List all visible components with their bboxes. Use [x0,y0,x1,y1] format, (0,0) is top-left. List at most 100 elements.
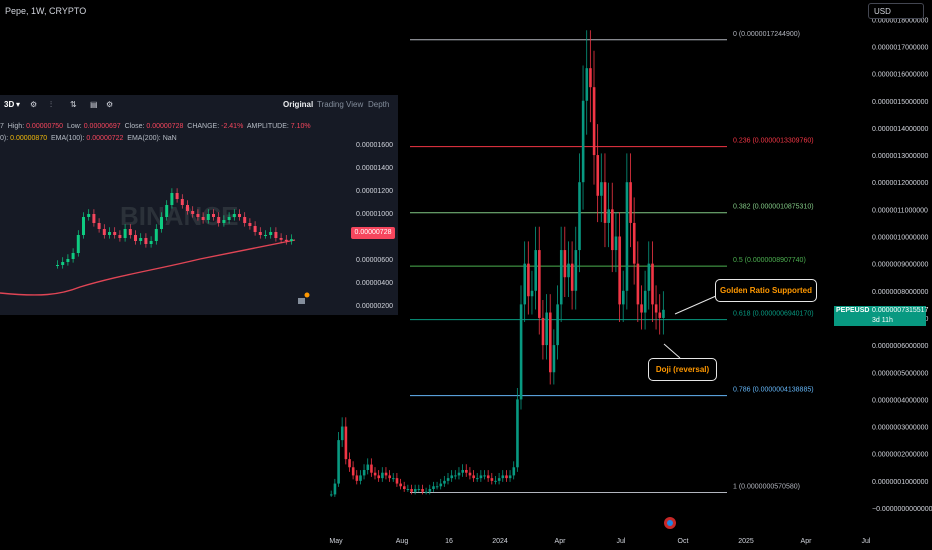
inset-candle-body [279,238,283,240]
candle-body [377,475,381,479]
candle-body [567,263,570,278]
ema-readout: 0): 0.00000870 EMA(100): 0.00000722 EMA(… [0,135,177,142]
interval-select[interactable]: 3D [4,100,15,109]
inset-candle-body [97,223,101,229]
candle-body [636,263,640,305]
chart-type-icon[interactable]: ⫶ [50,100,52,109]
candle-body [392,478,395,480]
golden-callout-arrow [674,295,717,315]
inset-candle-body [102,229,106,235]
inset-candle-body [154,229,158,241]
candle-body [373,472,377,476]
y-tick-label: 0.0000009000000 [872,262,929,269]
candle-body [421,488,424,492]
compare-icon[interactable]: ⇅ [70,100,77,109]
chart-title: Pepe, 1W, CRYPTO [5,6,87,16]
candle-body [417,488,421,490]
fib-label-0.236: 0.236 (0.0000013309760) [733,138,814,145]
ohlc-readout: 7 High: 0.00000750 Low: 0.00000697 Close… [0,123,311,130]
fib-label-0: 0 (0.0000017244900) [733,31,800,38]
y-tick-label: 0.0000004000000 [872,397,929,404]
candle-body [461,469,464,473]
inset-candle-body [180,199,184,205]
candle-body [399,483,402,487]
layout-icon[interactable]: ▤ [90,100,98,109]
candle-body [618,236,621,305]
candle-body [545,312,548,346]
candle-body [395,478,399,484]
inset-candle-body [160,217,163,229]
y-tick-label: 0.0000014000000 [872,126,929,133]
candle-body [490,478,494,481]
alert-dot-icon [304,292,310,298]
x-tick-label: Jul [617,538,626,545]
candle-body [632,222,636,264]
inset-candle-body [56,265,59,266]
y-tick-label: 0.0000008000000 [872,289,929,296]
y-tick-label: 0.0000005000000 [872,370,929,377]
inset-candle-body [212,214,215,217]
settings-icon[interactable]: ⚙ [106,100,114,109]
candle-body [359,475,362,481]
fib-label-0.618: 0.618 (0.0000006940170) [733,311,814,318]
candle-body [611,209,614,251]
candle-body [556,304,559,346]
candle-body [424,491,428,493]
inset-y-tick-label: 0.00000400 [356,280,393,287]
y-tick-label: 0.0000001000000 [872,479,929,486]
candle-body [654,304,658,313]
fib-label-0.5: 0.5 (0.0000008907740) [733,257,806,264]
inset-ema-line [0,239,296,296]
y-tick-label: 0.0000006000000 [872,343,929,350]
candle-body [607,209,610,223]
inset-candle-body [175,193,179,199]
view-depth-tab[interactable]: Depth [368,100,390,109]
fib-label-0.786: 0.786 (0.0000004138885) [733,387,814,394]
candle-body [505,475,508,479]
view-original-tab[interactable]: Original [283,100,314,109]
candle-body [443,480,446,484]
candle-body [410,488,413,492]
candle-body [435,486,439,488]
y-tick-label: 0.0000002000000 [872,452,929,459]
candle-body [333,483,337,495]
inset-candle-body [61,262,65,265]
indicator-icon[interactable]: ⚙ [30,100,38,109]
candle-body [450,475,454,479]
inset-candle-body [258,232,262,235]
inset-candle-body [232,214,236,217]
view-tradingview-tab[interactable]: Trading View [317,100,364,109]
candle-body [603,182,607,223]
x-tick-label: May [329,538,343,545]
candle-body [340,426,344,441]
inset-candle-body [290,239,293,241]
inset-candle-body [66,259,70,262]
currency-selector[interactable]: USD [868,3,924,19]
inset-price-chart: BINANCE 0.00001600 0.00001400 0.00001200 0.0… [0,142,393,310]
candle-body [658,312,662,318]
candle-body [486,475,490,479]
candle-body [403,486,406,489]
chevron-down-icon[interactable]: ▾ [16,100,21,109]
candle-body [330,494,333,496]
candle-body [622,290,625,305]
candle-body [527,263,530,297]
candle-body [578,182,581,251]
candle-body [370,464,373,473]
inset-candle-body [134,235,137,241]
inset-candle-body [206,214,210,220]
candle-body [381,472,384,479]
candle-body [465,469,468,473]
inset-candle-body [123,229,127,238]
candle-body [468,472,472,476]
fib-label-1: 1 (0.0000000570580) [733,484,800,491]
candle-body [662,309,665,318]
x-tick-label: Jul [862,538,871,545]
inset-candle-body [274,232,278,238]
candle-body [600,182,603,196]
y-tick-label: −0.0000000000000 [872,506,932,513]
y-tick-label: 0.0000018000000 [872,17,929,24]
y-tick-label: 0.0000012000000 [872,180,929,187]
